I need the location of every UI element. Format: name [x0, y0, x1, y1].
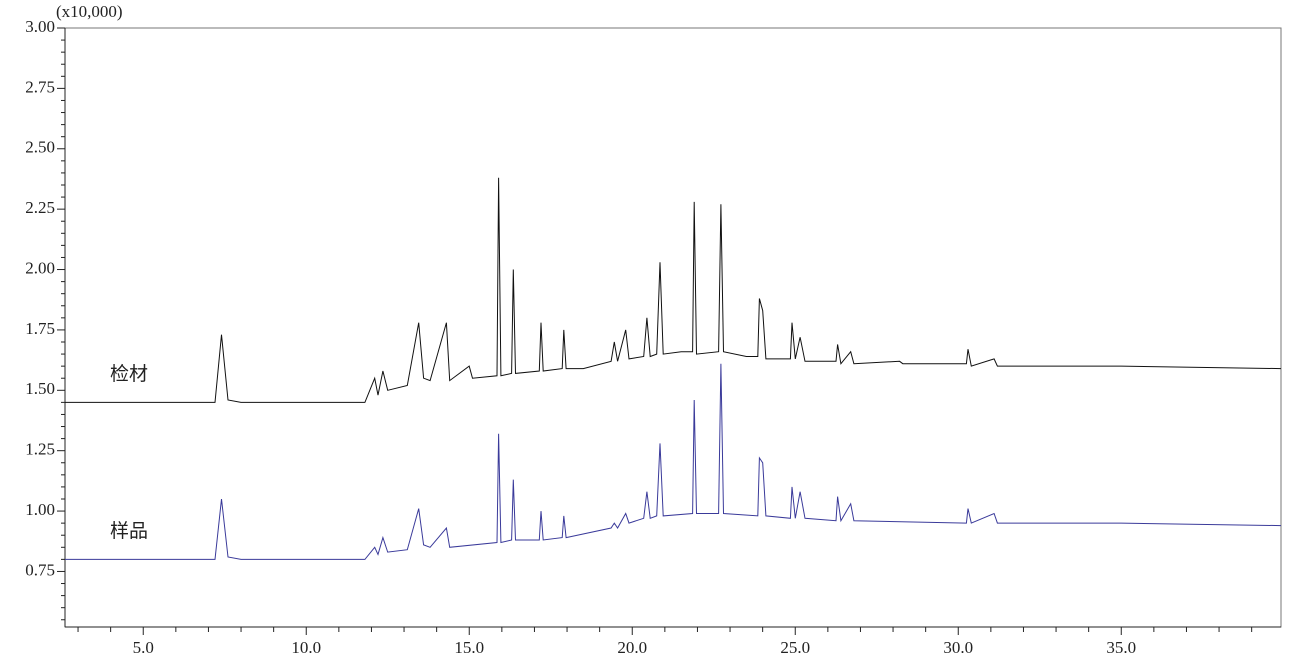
x-tick-label: 10.0 [291, 638, 321, 657]
x-tick-label: 25.0 [780, 638, 810, 657]
y-tick-label: 2.00 [25, 258, 55, 277]
y-tick-label: 2.50 [25, 138, 55, 157]
series-label: 样品 [110, 520, 148, 542]
series-line [65, 363, 1282, 560]
x-tick-label: 35.0 [1106, 638, 1136, 657]
series-label: 检材 [110, 363, 148, 385]
y-tick-label: 2.75 [25, 77, 55, 96]
scale-annotation: (x10,000) [56, 2, 123, 21]
y-tick-label: 2.25 [25, 198, 55, 217]
x-tick-label: 15.0 [454, 638, 484, 657]
x-tick-label: 20.0 [617, 638, 647, 657]
x-tick-label: 5.0 [133, 638, 154, 657]
y-tick-label: 1.25 [25, 440, 55, 459]
y-tick-label: 1.00 [25, 500, 55, 519]
y-tick-label: 1.50 [25, 379, 55, 398]
y-tick-label: 0.75 [25, 560, 55, 579]
y-tick-label: 1.75 [25, 319, 55, 338]
x-tick-label: 30.0 [943, 638, 973, 657]
series-line [65, 177, 1282, 403]
plot-frame [64, 27, 1282, 628]
y-tick-label: 3.00 [25, 17, 55, 36]
